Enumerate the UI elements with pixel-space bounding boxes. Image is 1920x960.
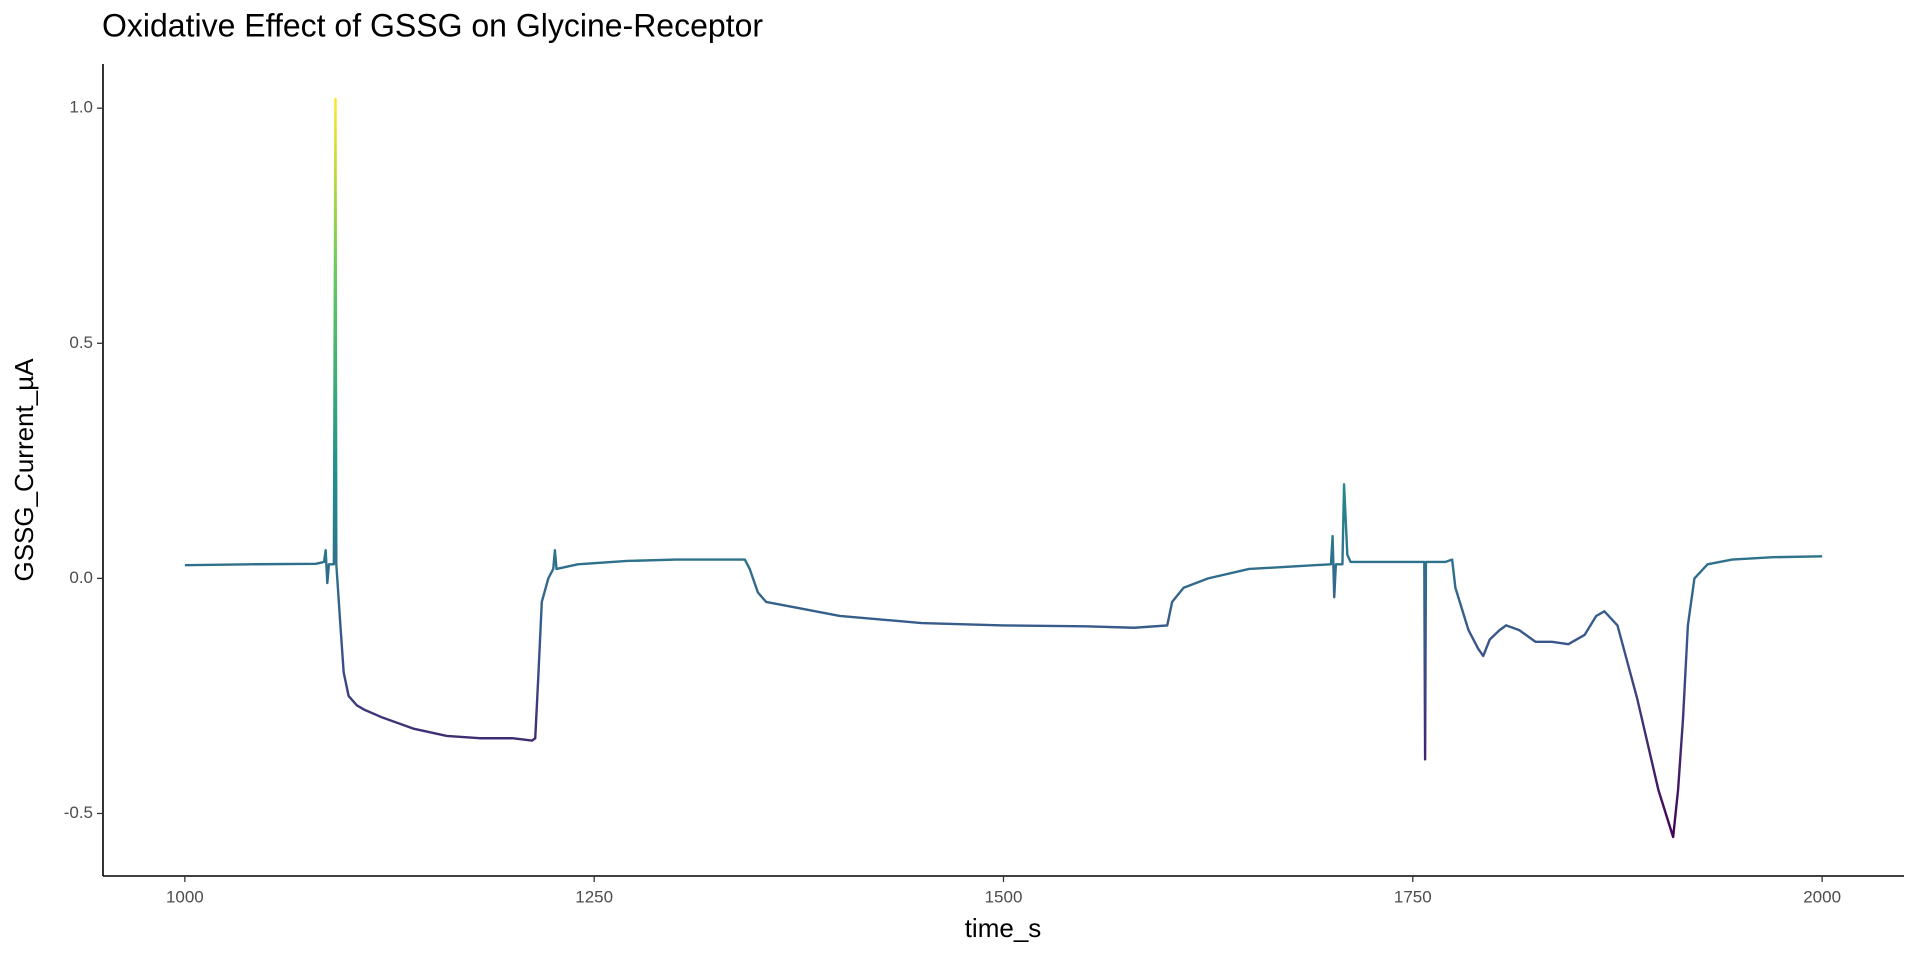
x-tick-label: 1000 xyxy=(166,887,204,906)
y-tick-label: 1.0 xyxy=(69,98,93,117)
y-tick-label: -0.5 xyxy=(64,803,93,822)
chart-title: Oxidative Effect of GSSG on Glycine-Rece… xyxy=(102,7,763,43)
x-tick-label: 1500 xyxy=(985,887,1023,906)
y-tick-label: 0.5 xyxy=(69,333,93,352)
data-line xyxy=(184,97,1823,839)
x-axis-title: time_s xyxy=(965,913,1042,943)
x-tick-label: 1250 xyxy=(575,887,613,906)
x-tick-label: 1750 xyxy=(1394,887,1432,906)
x-tick-label: 2000 xyxy=(1803,887,1841,906)
y-axis-title: GSSG_Current_µA xyxy=(9,358,39,582)
y-tick-label: 0.0 xyxy=(69,568,93,587)
